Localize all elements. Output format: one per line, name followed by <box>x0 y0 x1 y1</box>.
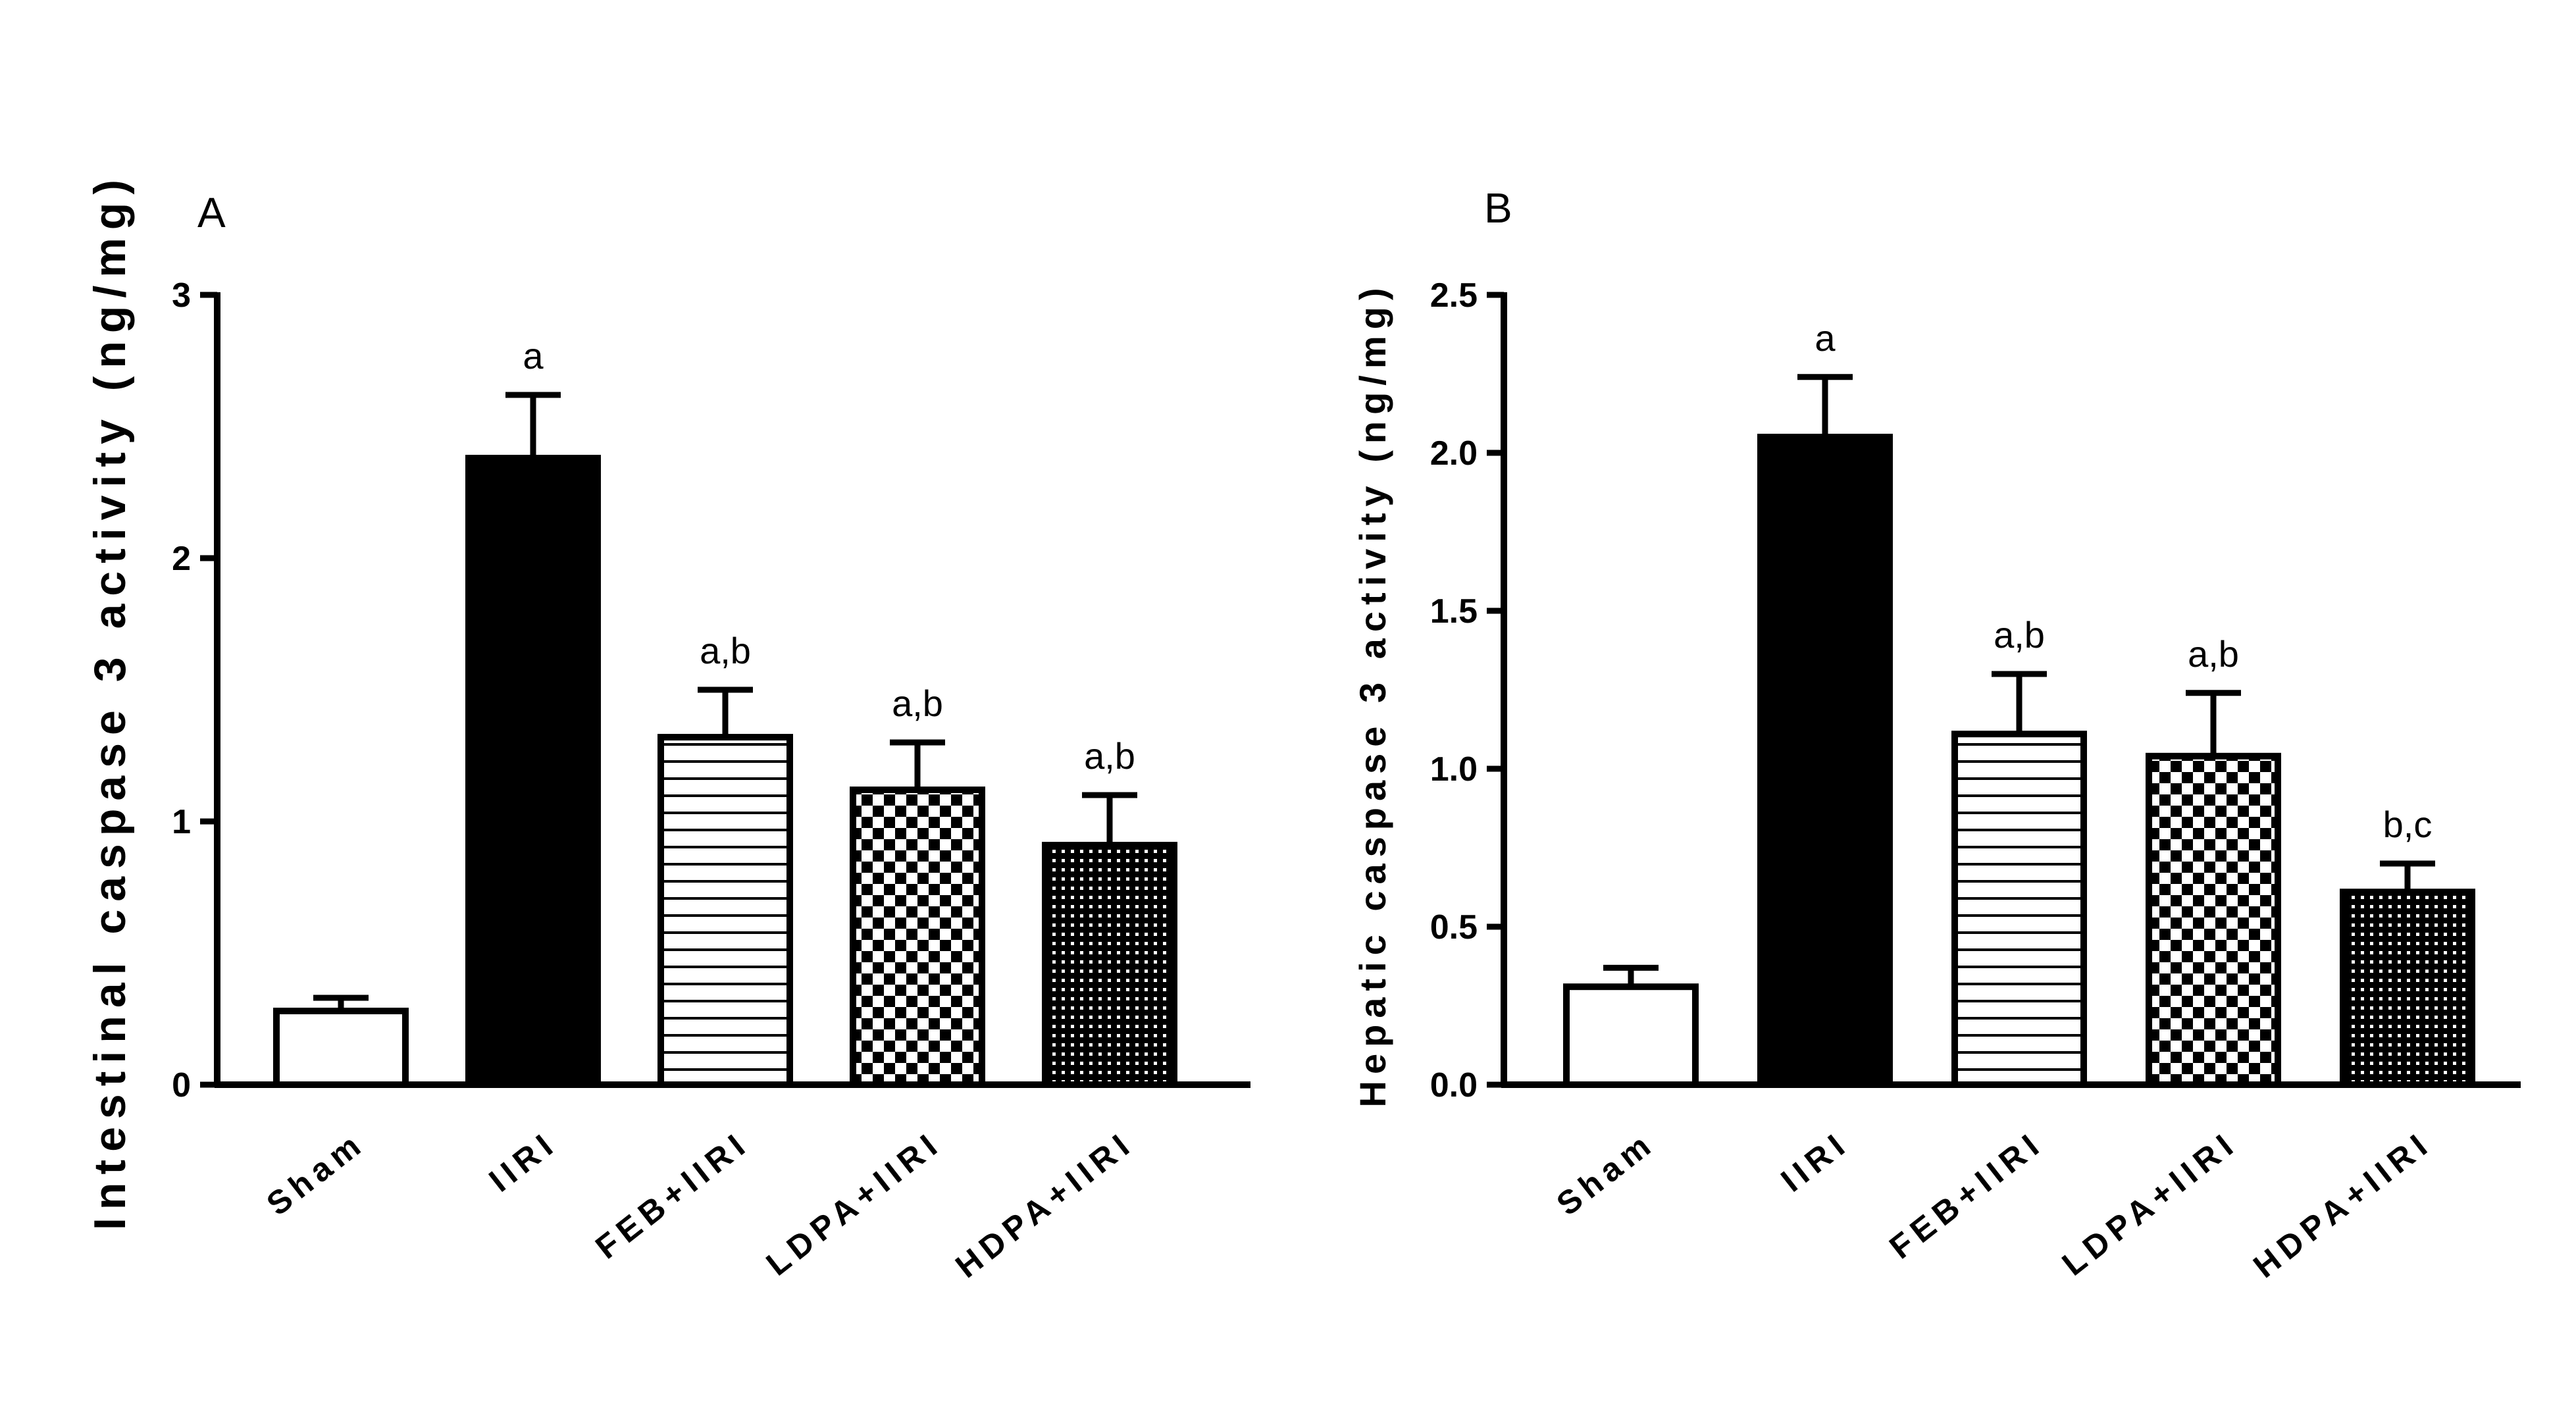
panel-a-bar <box>1042 842 1177 1088</box>
panel-b-y-tick-label: 1.0 <box>1430 750 1478 789</box>
panel-a-significance-label: a,b <box>892 683 943 724</box>
panel-a-y-tick-label: 2 <box>172 540 191 578</box>
panel-b-significance-label: a,b <box>2188 633 2239 675</box>
panel-b-category-label: LDPA+IIRI <box>2055 1124 2244 1283</box>
panel-b-bar <box>2340 889 2475 1088</box>
panel-a-significance-label: a,b <box>1084 735 1135 777</box>
panel-a-bar <box>850 787 985 1088</box>
panel-a-bar <box>657 734 793 1088</box>
panel-b-chart: B Hepatic caspase 3 activity (ng/mg) 0.0… <box>1352 184 2521 1285</box>
panel-a-bar <box>273 1008 409 1088</box>
panel-a-significance-label: a,b <box>700 630 751 671</box>
panel-b-y-axis-title: Hepatic caspase 3 activity (ng/mg) <box>1352 281 1393 1107</box>
panel-a-chart: A Intestinal caspase 3 activity (ng/mg) … <box>85 172 1250 1285</box>
panel-a-plot-area: 0 1 2 3 Sham a IIRI a,b FEB+IIRI a,b LDPA+IIRI a,b H… <box>172 276 1250 1285</box>
panel-b-plot-area: 0.0 0.5 1.0 1.5 2.0 2.5 Sham a IIRI a,b FEB+IIRI a,… <box>1430 276 2521 1285</box>
panel-b-label: B <box>1484 184 1512 232</box>
panel-b-y-tick-label: 2.5 <box>1430 276 1478 315</box>
panel-b-bar <box>1563 983 1699 1088</box>
panel-a-category-label: FEB+IIRI <box>588 1124 756 1266</box>
panel-b-bar <box>2146 752 2281 1089</box>
panel-b-y-tick-label: 1.5 <box>1430 592 1478 631</box>
panel-b-y-tick-label: 0.0 <box>1430 1066 1478 1104</box>
panel-b-bar <box>1757 434 1893 1088</box>
panel-a-y-tick-label: 1 <box>172 803 191 841</box>
panel-b-category-label: Sham <box>1550 1124 1662 1223</box>
panel-b-category-label: IIRI <box>1774 1124 1856 1199</box>
panel-a-category-label: HDPA+IIRI <box>948 1124 1140 1285</box>
panel-b-significance-label: a,b <box>1994 614 2045 656</box>
panel-b-y-tick-label: 0.5 <box>1430 908 1478 946</box>
panel-b-significance-label: a <box>1815 317 1836 359</box>
panel-a-y-tick-label: 0 <box>172 1066 191 1104</box>
panel-b-significance-label: b,c <box>2383 804 2433 845</box>
panel-a-category-label: Sham <box>260 1124 372 1223</box>
panel-a-y-tick-label: 3 <box>172 276 191 315</box>
panel-b-y-tick-label: 2.0 <box>1430 434 1478 473</box>
panel-b-bar <box>1951 731 2087 1088</box>
panel-b-category-label: FEB+IIRI <box>1882 1124 2049 1266</box>
panel-b-category-label: HDPA+IIRI <box>2246 1124 2438 1285</box>
panel-a-category-label: LDPA+IIRI <box>760 1124 948 1283</box>
panel-a-label: A <box>197 189 226 236</box>
panel-a-y-axis-title: Intestinal caspase 3 activity (ng/mg) <box>85 172 135 1230</box>
panel-a-bar <box>465 455 601 1088</box>
panel-a-category-label: IIRI <box>482 1124 564 1199</box>
panel-a-significance-label: a <box>523 335 544 376</box>
